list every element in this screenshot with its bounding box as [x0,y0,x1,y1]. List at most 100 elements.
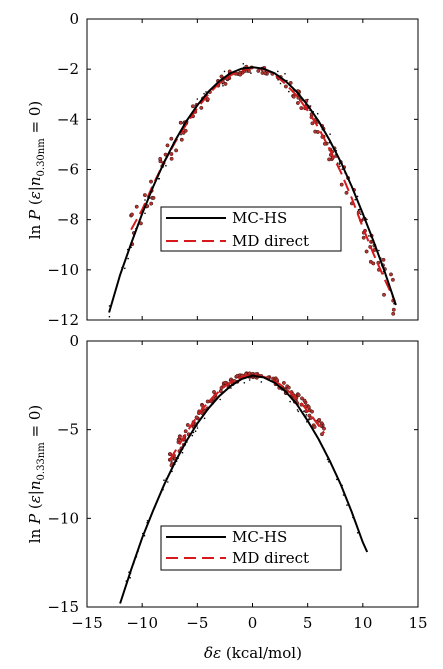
mc-sample-dot [165,164,167,167]
md-direct-line-top [130,66,396,302]
mc-sample-dot [316,112,319,115]
x-tick-label: 5 [303,614,313,632]
mc-sample-dot [203,417,206,420]
md-sample-point [149,201,154,206]
md-sample-point [178,120,183,125]
md-sample-point [190,104,195,109]
mc-hs-line-bottom [119,374,369,604]
md-sample-point [344,190,349,195]
mc-sample-dot [129,577,131,579]
md-sample-point [299,106,304,111]
y-axis-label-top: ln P (ε|n0.30nm = 0) [26,101,47,239]
bottom-x-tick-labels: −15 −10 −5 0 5 10 15 [71,614,427,632]
mc-sample-dot [158,177,161,180]
md-sample-point [185,423,190,427]
mc-sample-dot [296,409,299,411]
md-sample-point [177,434,182,439]
md-sample-point [391,307,396,312]
md-sample-point [205,97,210,102]
md-sample-point [317,417,322,422]
md-sample-point [169,156,174,161]
md-sample-point [223,81,228,86]
y-label-bottom-ln: ln [26,524,44,543]
mc-sample-dot [196,98,199,100]
y-tick-label: −10 [47,261,79,279]
mc-sample-dot [144,212,146,215]
md-sample-point [288,80,293,85]
md-sample-point [158,156,163,161]
md-sample-point [322,141,327,146]
md-sample-point [281,380,286,385]
y-tick-label: −4 [57,110,79,128]
md-sample-point [390,277,395,282]
y-tick-label: −6 [57,161,79,179]
mc-sample-dot [356,532,359,534]
mc-sample-dot [297,410,300,413]
mc-sample-dot [284,73,286,75]
md-direct-line-bottom [168,374,326,461]
md-sample-point [286,385,291,390]
mc-sample-dot [289,400,291,403]
md-sample-point [382,292,386,297]
md-sample-point [174,148,179,153]
mc-sample-dot [223,70,226,73]
mc-sample-dot [357,209,360,211]
mc-sample-dot [108,315,111,318]
mc-sample-dot [346,504,348,506]
mc-sample-dot [205,91,207,93]
y-label-top-p: P [26,209,44,221]
legend-md-label-top: MD direct [232,232,309,250]
legend-md-label-bottom: MD direct [232,549,309,567]
y-label-top-eq: = 0) [26,101,44,139]
y-tick-label: 0 [69,332,79,350]
mc-sample-dot [194,430,197,433]
x-tick-label: −5 [186,614,208,632]
md-sample-point [315,130,320,134]
y-tick-label: −8 [57,211,79,229]
mc-sample-dot [339,165,341,167]
mc-sample-dot [329,133,331,135]
md-sample-point [199,105,204,110]
y-label-top-open: ( [26,199,44,210]
y-tick-label: −12 [47,311,79,329]
mc-sample-dot [243,382,246,384]
mc-sample-dot [341,168,344,170]
mc-sample-dot [196,427,199,429]
md-sample-point [381,257,386,262]
mc-sample-dot [368,235,370,237]
md-sample-point [371,261,376,266]
top-md-points [129,64,396,316]
mc-sample-dot [260,381,263,383]
md-sample-point [219,385,224,390]
mc-sample-dot [163,479,165,482]
md-sample-point [129,212,134,217]
mc-sample-dot [250,72,252,74]
md-sample-point [169,152,174,156]
md-sample-point [235,373,240,378]
legend-box-bottom [160,525,342,571]
md-sample-point [283,84,288,89]
x-tick-label: −10 [126,614,158,632]
md-sample-point [247,371,252,376]
mc-sample-dot [219,398,221,401]
md-sample-point [295,101,300,105]
y-label-bottom-open: ( [26,503,44,514]
mc-sample-dot [181,451,184,454]
legend-box-top [160,206,342,252]
mc-sample-dot [360,213,362,216]
md-sample-point [179,137,184,142]
md-sample-point [149,179,153,184]
y-label-bottom-bar: | [26,490,44,495]
md-sample-point [194,415,199,420]
mc-sample-dot [242,63,245,65]
mc-sample-dot [248,379,251,381]
top-y-tick-labels: 0 −2 −4 −6 −8 −10 −12 [47,10,79,329]
mc-sample-dot [277,70,279,73]
y-label-bottom-p: P [26,513,44,525]
mc-sample-dot [305,414,308,416]
y-label-top-n: n [26,176,44,186]
y-label-bottom-sub: 0.33nm [36,442,47,481]
md-sample-point [205,399,210,404]
y-tick-label: 0 [69,10,79,28]
md-sample-point [291,94,296,99]
